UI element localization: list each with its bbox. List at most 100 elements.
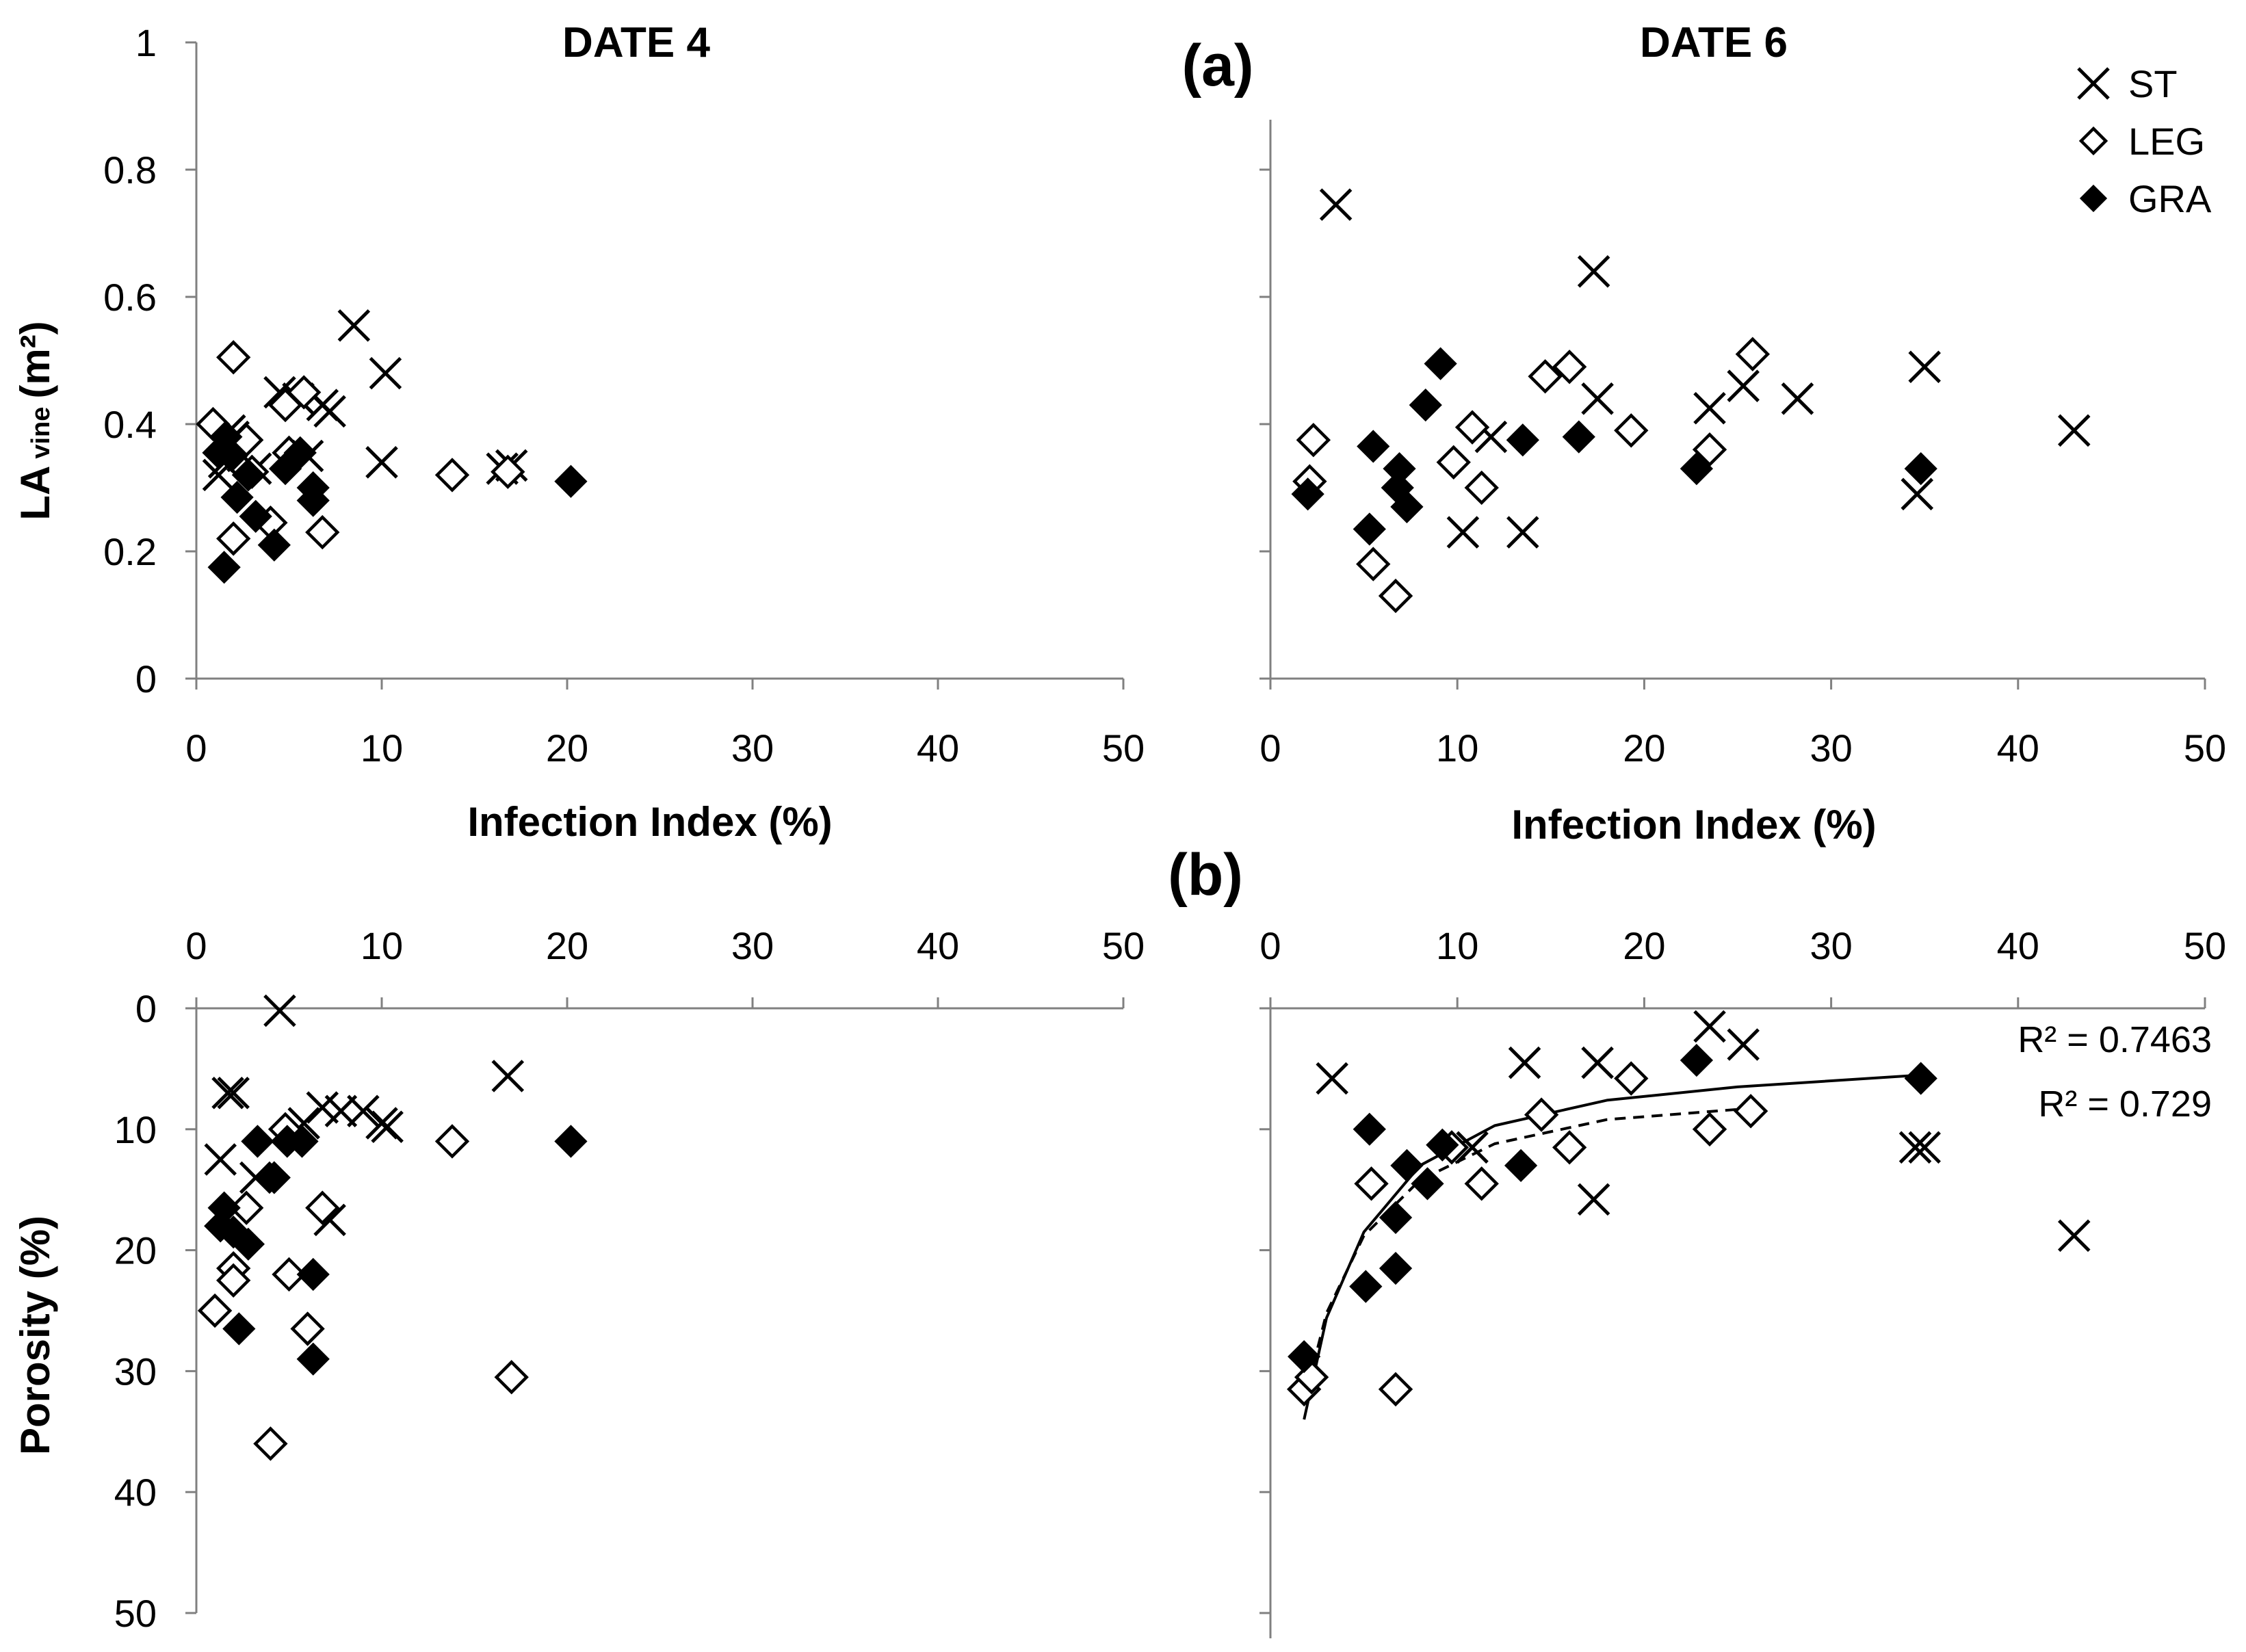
legend-label-st: ST: [2128, 62, 2178, 105]
x-tick-label: 50: [2184, 924, 2226, 967]
st-point: [1693, 1010, 1726, 1043]
trend-line-solid: [1303, 1073, 1925, 1420]
st-point: [365, 446, 398, 479]
gra-point: [1390, 490, 1424, 524]
y-tick-label: 30: [114, 1350, 157, 1393]
y-tick-label: 10: [114, 1108, 157, 1151]
gra-point: [257, 1161, 291, 1194]
gra-point: [1680, 451, 1714, 486]
x-tick-label: 30: [731, 924, 774, 967]
leg-point: [434, 1124, 470, 1159]
x-tick-label: 40: [917, 924, 959, 967]
st-point: [204, 1143, 237, 1176]
trend-line-dashed: [1303, 1107, 1747, 1402]
gra-point: [296, 1257, 330, 1292]
st-point: [1577, 1183, 1610, 1216]
x-tick-label: 20: [546, 924, 588, 967]
gra-point: [241, 1125, 274, 1158]
gra-point: [2079, 184, 2108, 213]
gra-point: [1562, 420, 1595, 454]
leg-point: [1552, 1130, 1587, 1165]
st-point: [1898, 1131, 1932, 1164]
y-label-a-main: LA: [12, 466, 58, 521]
chart-panel-b-left: 0 10 20 30 40 50 0 10 20 30 40 50: [114, 924, 1145, 1635]
x-tick-label: 30: [1810, 726, 1852, 770]
leg-point: [1464, 1166, 1499, 1201]
chart-panel-a-left: 0 10 20 30 40 50 0 0.2 0.4 0.6 0.8 1: [103, 21, 1145, 770]
st-point: [1316, 1062, 1348, 1095]
legend-item-st: ST: [2077, 62, 2178, 105]
x-tick-label: 0: [185, 726, 207, 770]
legend-label-gra: GRA: [2128, 177, 2212, 220]
leg-point: [1356, 547, 1391, 581]
gra-point: [1383, 451, 1416, 486]
gra-point: [231, 458, 265, 492]
y-axis-label-a: LA vine (m²): [12, 321, 58, 520]
x-tick-label: 50: [1102, 726, 1145, 770]
x-tick-label: 10: [1436, 726, 1478, 770]
st-point: [1581, 382, 1614, 415]
st-point: [337, 309, 371, 342]
gra-point: [1390, 1149, 1424, 1182]
series-leg: [197, 1112, 529, 1461]
st-point: [2077, 67, 2110, 100]
leg-point: [1733, 1094, 1768, 1129]
st-point: [1319, 188, 1353, 221]
gra-point: [1409, 388, 1442, 422]
gra-point: [207, 551, 241, 584]
y-tick-label: 0: [135, 987, 157, 1030]
leg-point: [1294, 1360, 1329, 1395]
x-tick-label: 40: [1997, 924, 2039, 967]
leg-point: [216, 340, 251, 375]
series-gra: [1291, 347, 1937, 546]
leg-point: [1454, 410, 1490, 445]
st-point: [1727, 369, 1760, 402]
leg-point: [1692, 432, 1727, 467]
x-tick-label: 0: [1259, 726, 1281, 770]
gra-point: [1680, 1043, 1714, 1077]
gra-point: [220, 480, 254, 514]
gra-point: [1506, 423, 1539, 457]
st-point: [1506, 516, 1539, 549]
series-leg: [1286, 1061, 1768, 1407]
x-tick-label: 20: [1623, 726, 1665, 770]
st-point: [1901, 477, 1934, 511]
st-point: [263, 994, 296, 1027]
legend: ST LEG GRA: [2077, 62, 2212, 220]
gra-point: [296, 1342, 330, 1376]
x-tick-label: 10: [1436, 924, 1478, 967]
st-point: [1581, 1046, 1614, 1079]
leg-point: [1735, 337, 1771, 371]
gra-point: [1353, 1112, 1386, 1146]
y-tick-label: 20: [114, 1229, 157, 1272]
chart-panel-b-right: 0 10 20 30 40 50: [1259, 924, 2226, 1638]
y-tick-label: 50: [114, 1592, 157, 1635]
series-st: [1319, 188, 2091, 549]
leg-point: [253, 1426, 288, 1461]
st-point: [1908, 1131, 1941, 1164]
leg-point: [434, 458, 470, 493]
st-point: [1693, 391, 1726, 425]
x-tick-label: 30: [1810, 924, 1852, 967]
r2-dashed-label: R² = 0.729: [2038, 1084, 2212, 1125]
leg-point: [1296, 423, 1331, 458]
leg-point: [290, 1311, 325, 1346]
series-st: [1316, 1010, 2091, 1253]
series-st: [204, 994, 525, 1237]
panel-label-b: (b): [1168, 842, 1243, 908]
st-point: [369, 356, 402, 390]
y-tick-label: 1: [135, 21, 157, 64]
gra-point: [1379, 1201, 1413, 1234]
x-axis-label-right: Infection Index (%): [1511, 802, 1876, 848]
st-point: [211, 1076, 244, 1110]
st-point: [1577, 255, 1610, 288]
gra-point: [1424, 347, 1457, 380]
y-tick-label: 0: [135, 657, 157, 700]
leg-point: [272, 1257, 306, 1292]
gra-point: [222, 1312, 256, 1346]
x-tick-label: 40: [917, 726, 959, 770]
y-axis-label-b: Porosity (%): [12, 1216, 58, 1455]
st-point: [239, 1161, 272, 1194]
leg-point: [1614, 413, 1649, 448]
